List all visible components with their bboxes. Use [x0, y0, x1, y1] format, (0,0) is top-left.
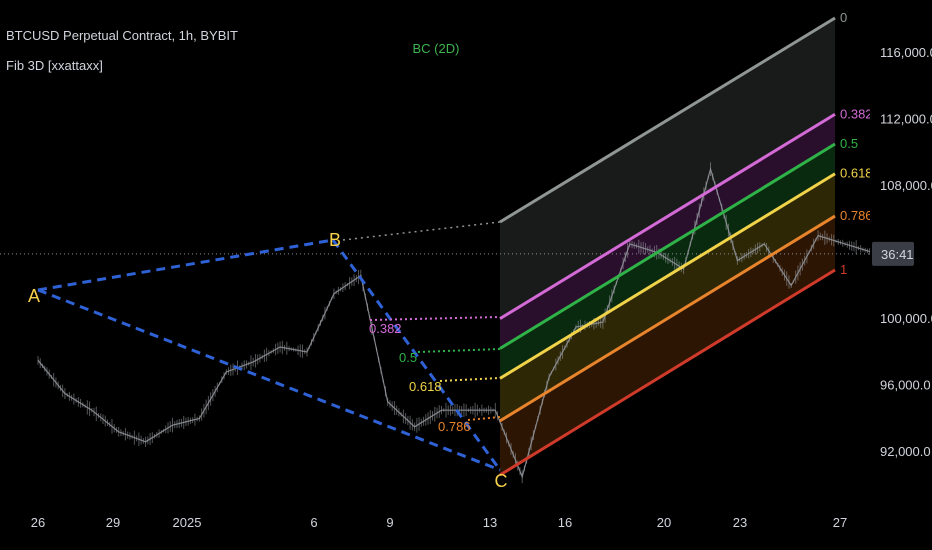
time-tick-label: 9 — [386, 515, 393, 530]
fib-level-label: 0 — [840, 10, 847, 25]
indicator-title[interactable]: Fib 3D [xxattaxx] — [6, 58, 103, 73]
fib-level-label: 0.786 — [840, 208, 873, 223]
time-tick-label: 16 — [558, 515, 572, 530]
retracement-line-0-5 — [417, 348, 501, 353]
time-tick-label: 20 — [657, 515, 671, 530]
fib-band — [500, 173, 835, 421]
fib-line-0-382 — [499, 112, 836, 320]
time-tick-label: 29 — [106, 515, 120, 530]
fib-level-label: 0.5 — [840, 136, 858, 151]
fib-channel-lines — [0, 16, 870, 477]
retracement-line-0-786 — [467, 416, 501, 421]
point-label-a: A — [28, 286, 40, 306]
retracement-label: 0.786 — [438, 419, 471, 434]
time-axis[interactable]: 26 29 2025 6 9 13 16 20 23 27 — [31, 515, 847, 530]
last-price-tag — [872, 241, 914, 266]
fib-band — [500, 216, 835, 475]
retracement-label: 0.382 — [369, 321, 402, 336]
fib-line-0 — [499, 16, 836, 224]
price-axis[interactable]: 116,000.0 112,000.0 108,000.0 100,000.0 96,0… — [870, 0, 932, 510]
price-tick-label: 112,000.0 — [880, 111, 932, 126]
price-tick-label: 108,000.0 — [880, 178, 932, 193]
retracement-label: 0.618 — [409, 379, 442, 394]
retracement-line-0-382 — [369, 316, 501, 321]
point-label-c: C — [495, 471, 508, 491]
pattern-leg-ab — [37, 238, 334, 292]
last-price-label: 36:41 — [881, 247, 914, 262]
point-label-b: B — [329, 230, 341, 250]
pattern-leg-ac — [37, 288, 501, 472]
price-tick-label: 96,000.0 — [880, 377, 931, 392]
fib-level-label: 0.618 — [840, 166, 873, 181]
fib-line-1 — [499, 268, 836, 477]
time-tick-label: 2025 — [173, 515, 202, 530]
fib-level-label: 1 — [840, 262, 847, 277]
abc-pattern: 0.382 0.5 0.618 0.786 A B C — [28, 221, 508, 491]
time-tick-label: 6 — [310, 515, 317, 530]
fib-band — [500, 18, 835, 319]
pattern-leg-bc — [331, 239, 502, 471]
fib-band — [500, 114, 835, 349]
time-tick-label: 27 — [833, 515, 847, 530]
retracement-line-0-618 — [439, 377, 501, 382]
price-tick-label: 92,000.0 — [880, 444, 931, 459]
fib-line-0-618 — [499, 172, 836, 380]
price-tick-label: 116,000.0 — [880, 45, 932, 60]
time-tick-label: 26 — [31, 515, 45, 530]
b-extension — [342, 221, 501, 241]
retracement-label: 0.5 — [399, 350, 417, 365]
pattern-label: BC (2D) — [413, 41, 460, 56]
price-tick-label: 100,000.0 — [880, 311, 932, 326]
fib-level-label: 0.382 — [840, 106, 873, 121]
symbol-title[interactable]: BTCUSD Perpetual Contract, 1h, BYBIT — [6, 28, 238, 43]
time-tick-label: 13 — [483, 515, 497, 530]
fib-level-labels: 0 0.382 0.5 0.618 0.786 1 — [840, 10, 873, 277]
fib-line-0-5 — [499, 142, 836, 350]
time-tick-label: 23 — [733, 515, 747, 530]
fib-line-0-786 — [499, 214, 836, 423]
